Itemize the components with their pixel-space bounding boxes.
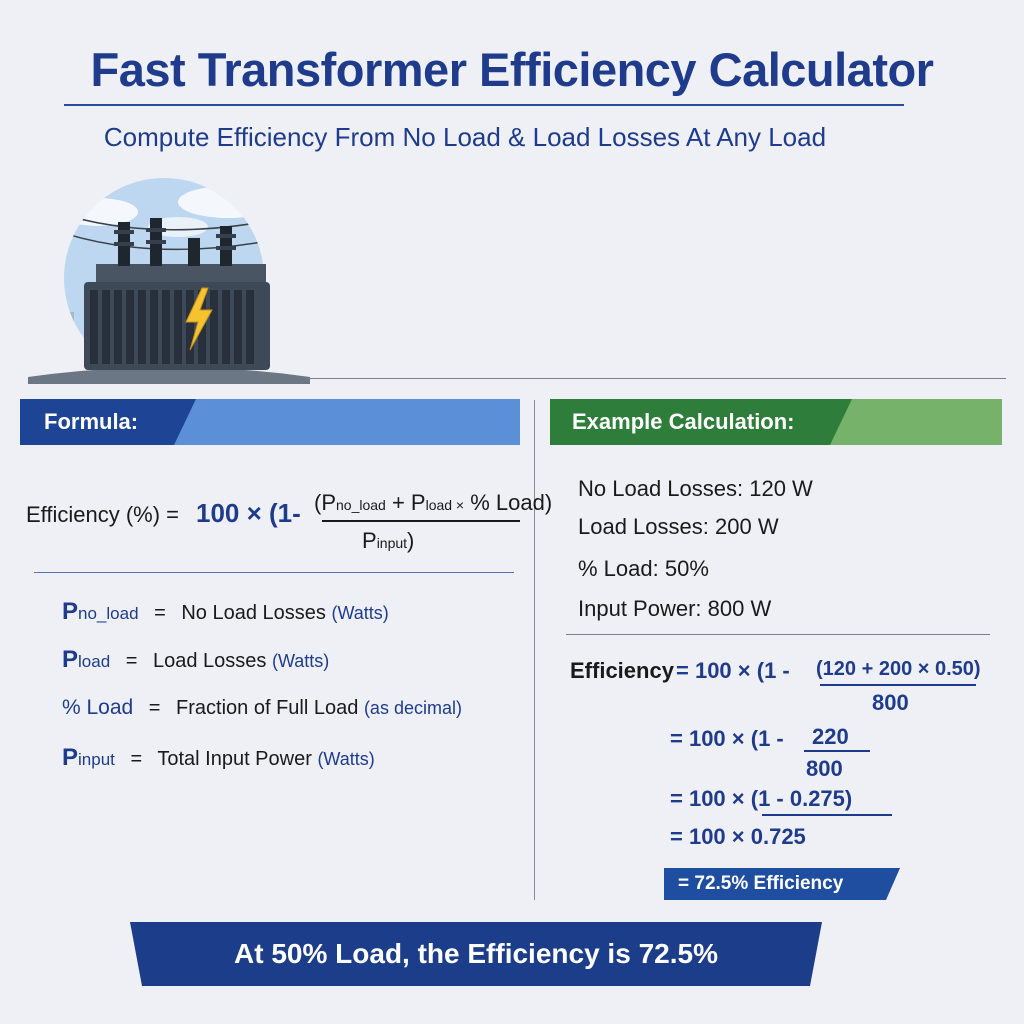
transformer-illustration	[28, 178, 310, 384]
definition-row-p-load: Pload = Load Losses (Watts)	[62, 646, 330, 673]
calc-step1-fraction-bar	[820, 684, 976, 686]
calc-step1-rhs: = 100 × (1 -	[676, 658, 790, 683]
definition-row-p-no-load: Pno_load = No Load Losses (Watts)	[62, 598, 389, 625]
definition-row-percent-load: % Load = Fraction of Full Load (as decim…	[62, 696, 462, 719]
example-label: Example Calculation:	[572, 409, 795, 434]
summary-banner: At 50% Load, the Efficiency is 72.5%	[130, 922, 822, 986]
section-divider-horizontal	[306, 378, 1006, 379]
title-underline	[64, 104, 904, 106]
calc-step1-denominator: 800	[872, 690, 909, 715]
formula-lhs: Efficiency (%) =	[26, 502, 180, 527]
calc-step2-rhs: = 100 × (1 -	[670, 726, 784, 751]
calc-step2-denominator: 800	[806, 756, 843, 781]
example-section-header: Example Calculation:	[550, 399, 1002, 445]
calc-step2-numerator: 220	[812, 724, 849, 749]
formula-coefficient: 100 × (1-	[196, 498, 301, 528]
definition-row-p-input: Pinput = Total Input Power (Watts)	[62, 744, 375, 771]
calc-efficiency-label: Efficiency	[570, 658, 674, 683]
given-no-load-losses: No Load Losses: 120 W	[578, 476, 813, 501]
column-divider	[534, 400, 535, 900]
calc-step3: = 100 × (1 - 0.275)	[670, 786, 853, 811]
formula-section-header: Formula:	[20, 399, 520, 445]
page-subtitle: Compute Efficiency From No Load & Load L…	[103, 122, 827, 152]
calc-step3-underline	[762, 814, 892, 816]
calc-step4: = 100 × 0.725	[670, 824, 806, 849]
calc-step2-fraction-bar	[804, 750, 870, 752]
formula-separator	[34, 572, 514, 573]
formula-denominator: Pinput)	[362, 528, 415, 553]
given-separator	[566, 634, 990, 635]
formula-expression: Efficiency (%) = 100 × (1- (Pno_load + P…	[26, 482, 552, 562]
given-load-losses: Load Losses: 200 W	[578, 514, 779, 539]
given-input-power: Input Power: 800 W	[578, 596, 772, 621]
formula-label: Formula:	[44, 409, 139, 434]
calc-step1-numerator: (120 + 200 × 0.50)	[816, 658, 981, 680]
page-title: Fast Transformer Efficiency Calculator	[90, 43, 934, 96]
formula-fraction-bar	[322, 520, 520, 522]
given-percent-load: % Load: 50%	[578, 556, 709, 581]
formula-numerator: (Pno_load + Pload × % Load)	[314, 490, 553, 515]
result-badge: = 72.5% Efficiency	[664, 868, 900, 900]
